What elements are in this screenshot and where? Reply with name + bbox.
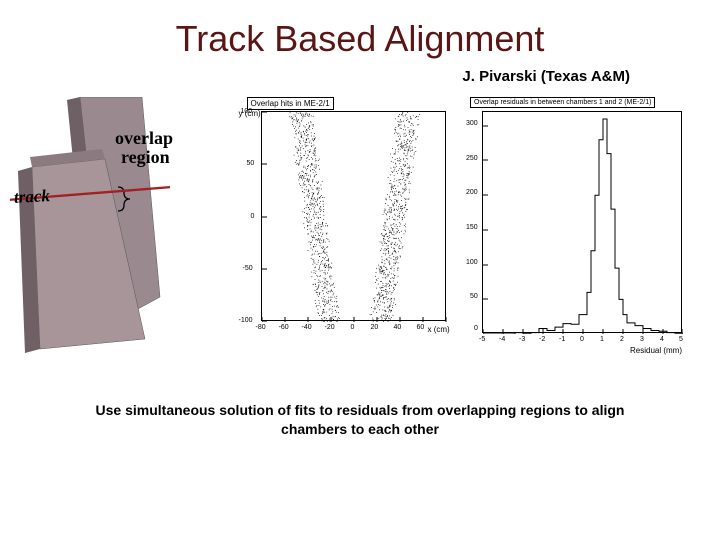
scatter-plot: Overlap hits in ME-2/1 (233, 97, 458, 357)
hist-frame (482, 111, 682, 333)
track-label: track (14, 186, 51, 208)
hist-xlabel: Residual (mm) (630, 346, 682, 355)
figure-row: overlap region track Overlap hits in ME-… (0, 85, 720, 375)
slide-caption: Use simultaneous solution of fits to res… (0, 375, 720, 439)
hist-svg (483, 112, 683, 334)
scatter-xlabel: x (cm) (428, 325, 450, 334)
slide-title: Track Based Alignment (0, 0, 720, 60)
hist-title: Overlap residuals in between chambers 1 … (470, 97, 655, 108)
residual-histogram: Overlap residuals in between chambers 1 … (460, 97, 690, 357)
author-credit: J. Pivarski (Texas A&M) (0, 68, 720, 85)
overlap-region-label: overlap region (115, 129, 173, 167)
scatter-svg (262, 112, 447, 322)
scatter-frame (261, 111, 446, 321)
overlap-schematic: overlap region track (10, 97, 230, 357)
